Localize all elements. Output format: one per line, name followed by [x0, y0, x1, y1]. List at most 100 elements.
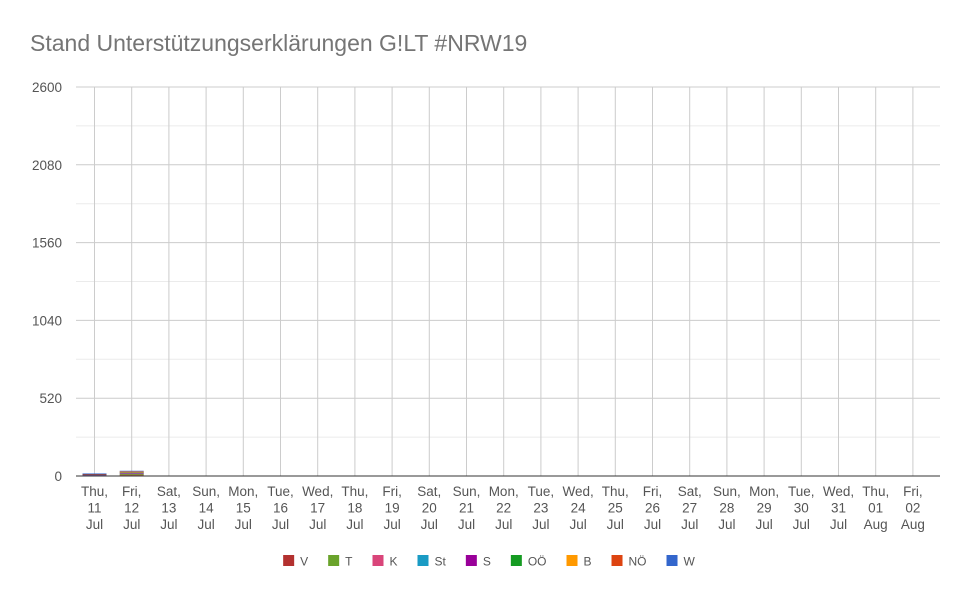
legend-swatch	[566, 555, 578, 566]
x-tick-label: Fri, 12 Jul	[122, 484, 142, 532]
x-tick-label-line: 31	[831, 501, 846, 516]
x-tick-label-line: Fri,	[643, 484, 663, 499]
x-tick-label-line: 20	[422, 501, 437, 516]
x-tick-label-line: Wed,	[823, 484, 854, 499]
x-tick-label-line: Sat,	[678, 484, 702, 499]
x-tick-label-line: Mon,	[749, 484, 779, 499]
x-tick-label-line: 13	[161, 501, 176, 516]
x-tick-label: Mon, 15 Jul	[228, 484, 258, 532]
legend-item: B	[566, 555, 592, 569]
x-tick-label: Thu, 01 Aug	[862, 484, 889, 532]
y-tick-label: 1560	[32, 236, 62, 251]
legend-label: T	[345, 555, 353, 569]
x-tick-label-line: Wed,	[562, 484, 593, 499]
x-tick-label-line: Wed,	[302, 484, 333, 499]
legend-label: S	[483, 555, 491, 569]
y-tick-label: 0	[54, 469, 62, 484]
bar-segment	[119, 472, 144, 474]
x-tick-label-line: 16	[273, 501, 288, 516]
x-tick-label-line: Jul	[123, 517, 140, 532]
legend-swatch	[465, 555, 477, 566]
x-tick-label-line: 18	[347, 501, 362, 516]
legend-label: NÖ	[629, 555, 647, 569]
x-tick-label-line: 01	[868, 501, 883, 516]
x-tick-label-line: 26	[645, 501, 660, 516]
x-tick-label-line: Thu,	[602, 484, 629, 499]
x-tick-label-line: 30	[794, 501, 809, 516]
x-tick-label-line: Jul	[830, 517, 847, 532]
bars	[82, 470, 144, 477]
x-tick-label-line: 22	[496, 501, 511, 516]
x-tick-label-line: Jul	[532, 517, 549, 532]
x-tick-label: Thu, 11 Jul	[81, 484, 108, 532]
x-tick-label: Thu, 25 Jul	[602, 484, 629, 532]
x-tick-label-line: 29	[757, 501, 772, 516]
y-axis-ticks: 0 520 1040 1560 2080 2600	[32, 80, 62, 484]
x-tick-label-line: Jul	[197, 517, 214, 532]
legend-item: OÖ	[510, 555, 547, 569]
x-tick-label: Tue, 23 Jul	[528, 484, 555, 532]
x-tick-label-line: Sun,	[192, 484, 220, 499]
x-tick-label-line: 19	[385, 501, 400, 516]
x-tick-label-line: Aug	[901, 517, 925, 532]
x-tick-label: Wed, 17 Jul	[302, 484, 333, 532]
x-tick-label-line: Aug	[864, 517, 888, 532]
x-tick-label-line: 23	[533, 501, 548, 516]
legend-swatch	[611, 555, 623, 566]
x-tick-label-line: 25	[608, 501, 623, 516]
legend-item: W	[666, 555, 696, 569]
x-tick-label-line: Jul	[86, 517, 103, 532]
x-tick-label-line: Sun,	[453, 484, 481, 499]
x-tick-label-line: Jul	[755, 517, 772, 532]
x-tick-label-line: Fri,	[122, 484, 142, 499]
x-tick-label-line: Jul	[569, 517, 586, 532]
x-tick-label-line: Thu,	[341, 484, 368, 499]
x-tick-label-line: Jul	[718, 517, 735, 532]
x-tick-label-line: Jul	[644, 517, 661, 532]
x-tick-label-line: Jul	[272, 517, 289, 532]
legend-item: S	[465, 555, 491, 569]
x-tick-label-line: Tue,	[788, 484, 815, 499]
legend-label: B	[584, 555, 592, 569]
legend-swatch	[283, 555, 295, 566]
x-tick-label: Tue, 16 Jul	[267, 484, 294, 532]
legend-swatch	[666, 555, 678, 566]
x-tick-label-line: 11	[87, 501, 101, 516]
bar-segment	[119, 473, 144, 476]
x-tick-label-line: 14	[199, 501, 215, 516]
bar-segment	[119, 471, 144, 472]
y-tick-label: 520	[39, 391, 62, 406]
x-tick-label-line: 12	[124, 501, 139, 516]
legend-swatch	[510, 555, 522, 566]
x-tick-label: Fri, 02 Aug	[901, 484, 925, 532]
x-tick-label-line: Thu,	[862, 484, 889, 499]
y-tick-label: 1040	[32, 313, 62, 328]
x-tick-label-line: Jul	[160, 517, 177, 532]
x-tick-label-line: Jul	[421, 517, 438, 532]
x-tick-label-line: Sun,	[713, 484, 741, 499]
legend-swatch	[328, 555, 340, 566]
x-tick-label-line: Sat,	[157, 484, 181, 499]
x-tick-label: Thu, 18 Jul	[341, 484, 368, 532]
x-tick-label: Sat, 27 Jul	[678, 484, 702, 532]
x-tick-label: Tue, 30 Jul	[788, 484, 815, 532]
bar-segment	[119, 471, 144, 473]
legend-label: St	[434, 555, 446, 569]
x-tick-label-line: Jul	[458, 517, 475, 532]
x-tick-label-line: Sat,	[417, 484, 441, 499]
x-tick-label-line: 02	[905, 501, 920, 516]
x-tick-label-line: Jul	[495, 517, 512, 532]
x-tick-label-line: 24	[571, 501, 587, 516]
bar-segment	[119, 470, 144, 472]
x-tick-label-line: Mon,	[489, 484, 519, 499]
x-tick-label-line: Jul	[346, 517, 363, 532]
x-tick-label: Wed, 24 Jul	[562, 484, 593, 532]
bar-segment	[82, 473, 107, 475]
y-tick-label: 2080	[32, 158, 62, 173]
legend-item: T	[328, 555, 353, 569]
x-tick-label: Sun, 21 Jul	[453, 484, 481, 532]
x-tick-label: Mon, 29 Jul	[749, 484, 779, 532]
x-tick-label: Fri, 26 Jul	[643, 484, 663, 532]
